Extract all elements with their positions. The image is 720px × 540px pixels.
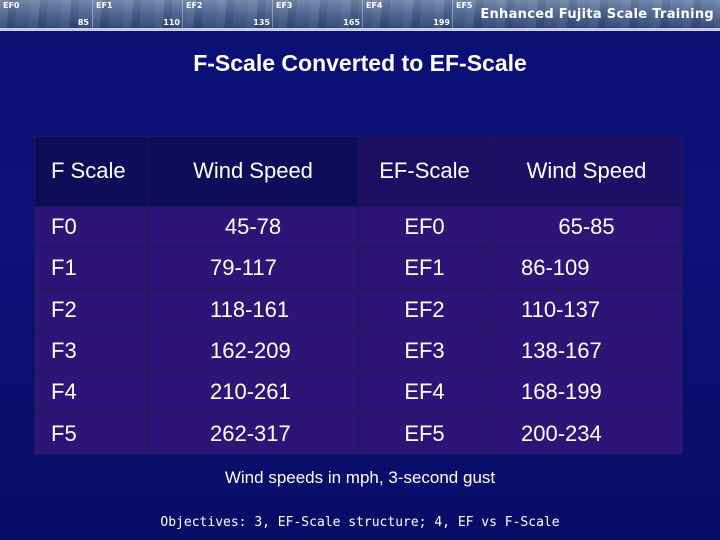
banner-segment-label: EF5 [456, 1, 473, 10]
table-row: F4 210-261 EF4 168-199 [34, 371, 683, 414]
table-cell: EF0 [358, 205, 491, 249]
table-header-cell: F Scale [34, 136, 148, 207]
table-cell: F0 [34, 205, 148, 249]
banner-segment-number: 85 [77, 18, 89, 27]
table-row: F2 118-161 EF2 110-137 [34, 288, 683, 331]
table-cell: 162-209 [147, 329, 359, 373]
banner-segment-label: EF0 [3, 1, 20, 10]
banner-segment-label: EF1 [96, 1, 113, 10]
slide-title: F-Scale Converted to EF-Scale [193, 50, 527, 76]
table-cell: F4 [34, 371, 148, 414]
table-cell: 86-109 [490, 247, 683, 290]
table-cell: 262-317 [147, 412, 359, 456]
banner-segment-ef5: EF5 [452, 0, 720, 28]
table-cell: EF4 [358, 371, 491, 414]
table-cell: 45-78 [147, 205, 359, 249]
table-cell: EF3 [358, 329, 491, 373]
banner-segment-number: 165 [343, 18, 360, 27]
table-cell: EF2 [358, 288, 491, 331]
table-header-cell: EF-Scale [358, 136, 491, 207]
banner-segment-85: 85 [0, 0, 92, 28]
objectives-text: Objectives: 3, EF-Scale structure; 4, EF… [160, 515, 560, 530]
table-row: F1 79-117 EF1 86-109 [34, 247, 683, 290]
table-cell: F2 [34, 288, 148, 331]
banner-segment-number: 110 [163, 18, 180, 27]
table-row: F0 45-78 EF0 65-85 [34, 205, 683, 249]
banner-segment-number: 199 [433, 18, 450, 27]
table-cell: 168-199 [490, 371, 683, 414]
header-banner: EF0 85 EF1 110 EF2 135 EF3 165 EF4 199 E… [0, 0, 720, 28]
table-cell: 138-167 [490, 329, 683, 373]
banner-segment-ef2: EF2 135 [182, 0, 273, 28]
conversion-table: F Scale Wind Speed EF-Scale Wind Speed F… [34, 136, 683, 456]
table-header-cell: Wind Speed [490, 136, 683, 207]
banner-divider [0, 28, 720, 31]
units-note: Wind speeds in mph, 3-second gust [224, 468, 496, 487]
table-header-row: F Scale Wind Speed EF-Scale Wind Speed [34, 136, 683, 207]
table-cell: 210-261 [147, 371, 359, 414]
banner-segment-ef4: EF4 199 [362, 0, 453, 28]
table-cell: 200-234 [490, 412, 683, 456]
table-row: F3 162-209 EF3 138-167 [34, 329, 683, 373]
banner-title: Enhanced Fujita Scale Training [480, 7, 714, 22]
table-row: F5 262-317 EF5 200-234 [34, 412, 683, 456]
table-cell: F3 [34, 329, 148, 373]
table-header-cell: Wind Speed [147, 136, 359, 207]
table-cell: 65-85 [490, 205, 683, 249]
banner-segment-label: EF3 [276, 1, 293, 10]
banner-segment-label: EF2 [186, 1, 203, 10]
table-cell: F5 [34, 412, 148, 456]
banner-segment-ef3: EF3 165 [272, 0, 363, 28]
banner-segment-number: 135 [253, 18, 270, 27]
table-cell: 110-137 [490, 288, 683, 331]
table-cell: 79-117 [147, 247, 359, 290]
banner-segment-label: EF4 [366, 1, 383, 10]
table-cell: EF1 [358, 247, 491, 290]
table-cell: EF5 [358, 412, 491, 456]
table-cell: F1 [34, 247, 148, 290]
banner-segment-ef0: EF0 [0, 0, 92, 28]
banner-segment-ef1: EF1 110 [92, 0, 183, 28]
table-cell: 118-161 [147, 288, 359, 331]
